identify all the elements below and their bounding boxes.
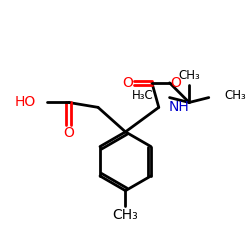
Text: O: O [63,126,74,140]
Text: O: O [170,76,181,90]
Text: O: O [122,76,133,90]
Text: CH₃: CH₃ [112,208,138,222]
Text: CH₃: CH₃ [224,89,246,102]
Text: H₃C: H₃C [132,89,154,102]
Text: NH: NH [168,100,189,114]
Text: HO: HO [15,96,36,110]
Text: CH₃: CH₃ [178,70,200,82]
